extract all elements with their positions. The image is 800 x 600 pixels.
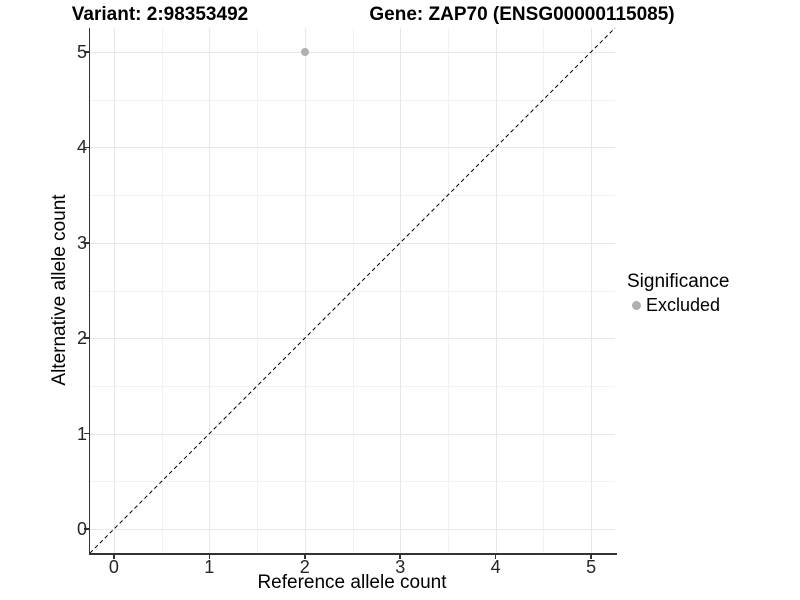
plot-title-gene: Gene: ZAP70 (ENSG00000115085)	[369, 4, 675, 25]
y-major-gridline	[90, 529, 615, 531]
y-tick-label: 5	[76, 41, 87, 62]
x-major-gridline	[113, 28, 115, 553]
x-major-gridline	[495, 28, 497, 553]
plot-panel	[89, 27, 616, 554]
legend: Significance Excluded	[627, 271, 729, 315]
y-minor-gridline	[90, 481, 615, 483]
x-tick-mark	[399, 554, 401, 559]
y-minor-gridline	[90, 290, 615, 292]
y-major-gridline	[90, 338, 615, 340]
x-tick-label: 5	[586, 557, 597, 577]
y-major-gridline	[90, 147, 615, 149]
x-major-gridline	[400, 28, 402, 553]
x-tick-mark	[590, 554, 592, 559]
legend-item-label: Excluded	[646, 295, 721, 315]
data-point	[300, 47, 309, 56]
x-tick-mark	[494, 554, 497, 559]
x-major-gridline	[209, 28, 211, 553]
x-tick-mark	[304, 554, 306, 559]
x-tick-label: 3	[395, 557, 406, 577]
y-tick-label: 4	[76, 137, 87, 158]
y-tick-label: 1	[76, 423, 87, 444]
x-axis-line	[88, 553, 617, 555]
y-tick-mark	[84, 528, 89, 530]
x-tick-mark	[208, 554, 211, 559]
y-major-gridline	[90, 433, 615, 435]
legend-title: Significance	[627, 271, 730, 292]
y-tick-label: 2	[76, 328, 87, 349]
identity-line	[89, 27, 616, 554]
y-tick-label: 3	[76, 232, 87, 253]
y-axis-title: Alternative allele count	[49, 194, 70, 386]
x-tick-label: 1	[204, 557, 215, 577]
legend-point-swatch	[632, 300, 641, 310]
x-tick-label: 0	[108, 557, 119, 577]
x-tick-mark	[113, 554, 115, 559]
plot-title-variant: Variant: 2:98353492	[71, 4, 249, 25]
x-axis-title: Reference allele count	[257, 572, 447, 593]
y-tick-mark	[84, 337, 89, 339]
y-major-gridline	[90, 242, 615, 244]
y-tick-label: 0	[76, 519, 87, 540]
x-major-gridline	[591, 28, 593, 553]
y-axis-line	[88, 28, 90, 555]
x-major-gridline	[304, 28, 306, 553]
y-major-gridline	[90, 51, 615, 53]
y-tick-mark	[84, 51, 89, 53]
x-tick-label: 4	[490, 557, 501, 577]
y-minor-gridline	[90, 385, 615, 387]
y-tick-mark	[84, 432, 89, 435]
y-minor-gridline	[90, 99, 615, 101]
x-tick-label: 2	[299, 557, 310, 577]
y-minor-gridline	[90, 195, 615, 197]
legend-item-excluded: Excluded	[627, 295, 729, 315]
y-tick-mark	[84, 146, 89, 149]
y-tick-mark	[84, 242, 89, 244]
